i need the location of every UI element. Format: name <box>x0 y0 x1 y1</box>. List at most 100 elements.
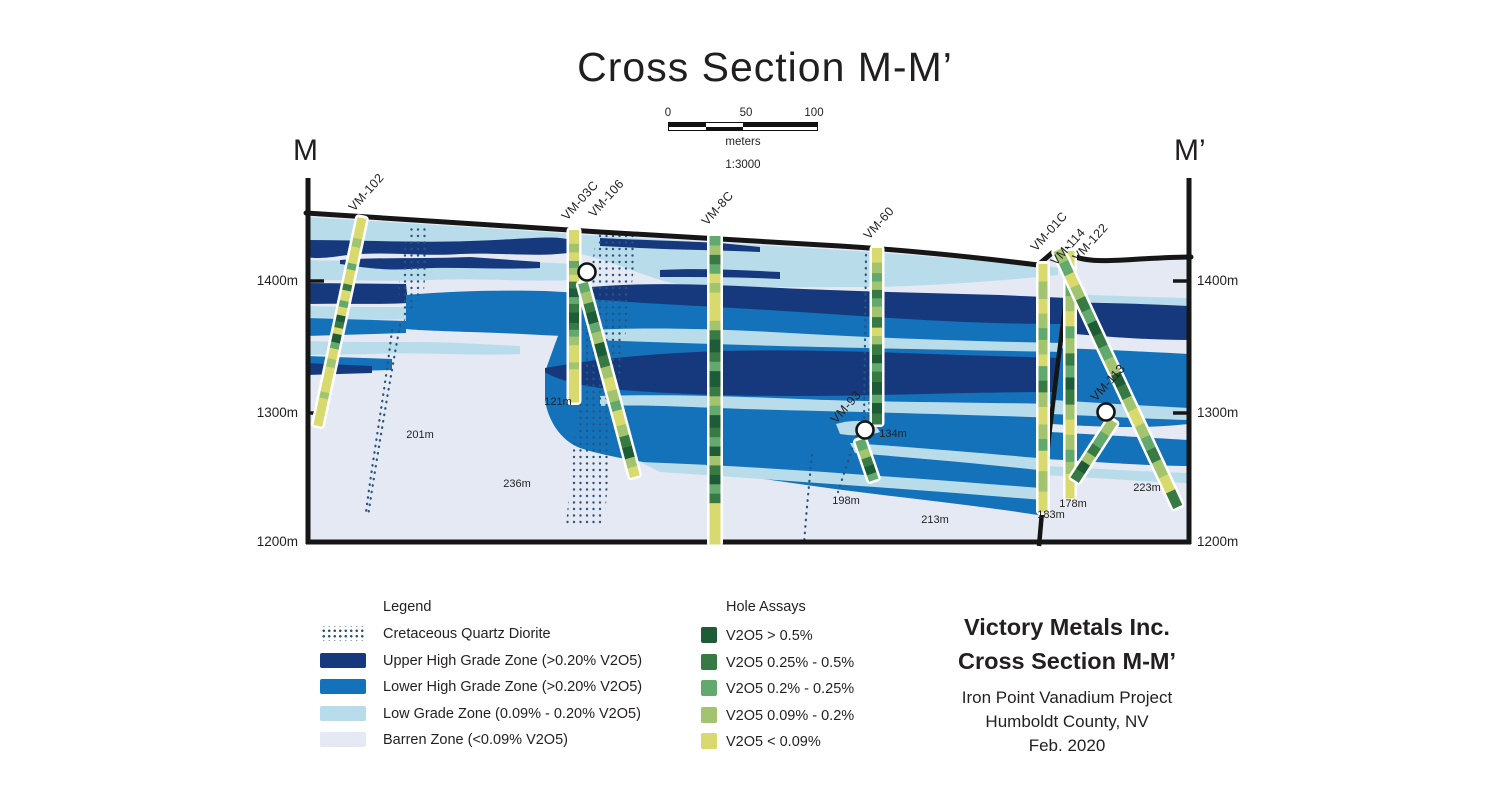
assay-interval <box>1135 422 1150 440</box>
assay-interval <box>569 297 579 305</box>
assay-interval <box>339 289 351 303</box>
elev-label-left-1300: 1300m <box>256 405 298 420</box>
title-block: Victory Metals Inc. Cross Section M-M’ I… <box>930 610 1204 758</box>
assay-interval <box>1111 371 1127 389</box>
assay-interval <box>709 254 721 265</box>
scale-tick-50: 50 <box>739 107 753 119</box>
assay-interval <box>569 336 579 346</box>
assay-interval <box>1128 407 1145 428</box>
assay-interval <box>872 317 882 329</box>
assay-interval <box>569 322 579 331</box>
assay-interval <box>1038 339 1048 355</box>
legend-label: Cretaceous Quartz Diorite <box>383 626 551 642</box>
assay-interval <box>1038 392 1048 408</box>
assay-interval <box>1064 272 1080 289</box>
assay-interval <box>709 415 721 429</box>
assay-interval <box>1038 264 1048 283</box>
assay-interval <box>609 400 623 413</box>
elev-label-right-1300: 1300m <box>1197 405 1239 420</box>
upper-high-grade <box>306 237 574 258</box>
assay-interval <box>709 320 721 331</box>
low-grade-band <box>306 341 520 355</box>
quartz-diorite-body <box>398 226 430 322</box>
legend-label: V2O5 > 0.5% <box>726 628 813 644</box>
assay-interval <box>569 260 579 269</box>
assay-interval <box>872 298 882 308</box>
assay-interval <box>872 289 882 299</box>
color-swatch <box>320 705 366 721</box>
assay-interval <box>709 437 721 448</box>
assay-interval <box>709 493 721 504</box>
assay-interval <box>319 391 330 400</box>
color-swatch <box>320 652 366 668</box>
assay-interval <box>872 306 882 318</box>
upper-high-grade <box>545 350 1060 396</box>
assay-interval <box>1038 491 1048 513</box>
lower-high-grade <box>406 290 600 338</box>
assay-interval <box>627 465 640 478</box>
assay-interval <box>334 320 345 330</box>
hole-depth-label: 183m <box>1037 509 1065 521</box>
assay-interval <box>709 484 721 495</box>
surface-line <box>303 210 1194 268</box>
assay-interval <box>872 273 882 283</box>
legend-label: V2O5 0.25% - 0.5% <box>726 654 855 671</box>
assay-interval <box>709 371 721 388</box>
assay-interval <box>594 341 608 358</box>
drill-hole-vm-93 <box>853 435 881 484</box>
assay-interval <box>872 262 882 274</box>
assay-interval <box>709 330 721 341</box>
quartz-diorite-trace <box>836 428 860 494</box>
assay-interval <box>872 248 882 264</box>
assay-interval <box>709 292 721 322</box>
assay-interval <box>578 281 591 294</box>
assay-interval <box>338 300 349 309</box>
hole-name-label: VM-8C <box>699 189 736 228</box>
assay-interval <box>622 445 635 460</box>
quartz-diorite-trace <box>862 253 868 427</box>
assay-interval <box>872 394 882 404</box>
project-location: Humboldt County, NV <box>985 712 1149 731</box>
assay-interval <box>588 321 602 334</box>
assay-interval <box>872 327 882 337</box>
page-title: Cross Section M-M’ <box>577 44 953 90</box>
projected-collar-marker <box>1096 402 1116 422</box>
assay-interval <box>1065 338 1075 354</box>
assay-interval <box>709 245 721 256</box>
drill-hole-vm-8c <box>707 233 723 547</box>
assay-interval <box>1038 313 1048 329</box>
scale-tick-0: 0 <box>664 107 672 119</box>
assay-interval <box>1065 419 1075 436</box>
low-grade-lens <box>640 462 1042 500</box>
assay-interval <box>709 283 721 294</box>
assay-interval <box>351 237 362 249</box>
assay-interval <box>625 456 638 469</box>
assay-interval <box>1065 473 1075 499</box>
assay-interval <box>569 303 579 314</box>
assay-interval <box>1065 389 1075 406</box>
legend-label: V2O5 < 0.09% <box>726 734 821 750</box>
assay-interval <box>1038 380 1048 393</box>
quartz-diorite-trace <box>802 453 814 547</box>
assay-interval <box>872 281 882 291</box>
assay-interval <box>709 386 721 397</box>
assay-interval <box>872 354 882 364</box>
assay-interval <box>709 427 721 438</box>
legend-label: Barren Zone (<0.09% V2O5) <box>383 732 568 748</box>
assay-interval <box>709 503 721 545</box>
color-swatch <box>701 627 717 643</box>
assay-interval <box>1081 308 1097 325</box>
assay-interval <box>1104 356 1121 377</box>
assay-interval <box>709 474 721 485</box>
assay-interval <box>597 354 611 369</box>
assay-interval <box>569 252 579 262</box>
assay-interval <box>872 413 882 425</box>
assay-interval <box>606 389 620 404</box>
drill-hole-vm-60 <box>869 245 885 427</box>
assay-interval <box>347 246 361 266</box>
assay-interval <box>1116 383 1132 401</box>
assay-interval <box>329 341 340 351</box>
assay-interval <box>872 363 882 373</box>
